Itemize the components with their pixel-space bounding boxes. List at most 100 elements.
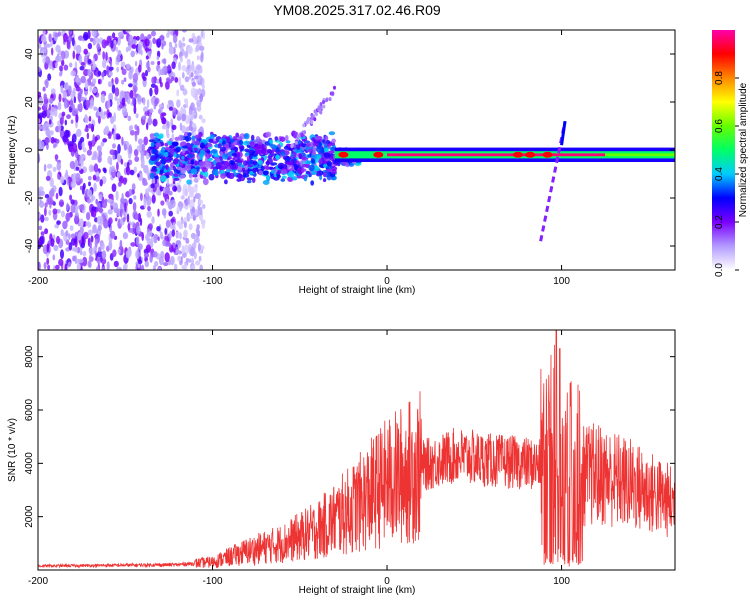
spectrogram-noise-cell — [131, 44, 137, 49]
spectrogram-noise-cell — [63, 32, 68, 43]
spectrogram-noise-cell — [156, 38, 162, 48]
spectrogram-noise-cell — [122, 264, 127, 270]
spectrogram-band-cell — [294, 140, 298, 145]
spectrogram-noise-cell — [121, 192, 124, 203]
spectrogram-band-cell — [296, 174, 302, 179]
spectrogram-noise-cell — [41, 141, 45, 150]
spectrogram-noise-cell — [119, 239, 123, 250]
spectrogram-noise-cell — [154, 98, 158, 107]
spectrogram-noise-cell — [48, 33, 52, 42]
spectrogram-noise-cell — [88, 181, 91, 187]
spectrogram-noise-cell — [184, 50, 188, 59]
spectrogram-noise-cell — [50, 136, 55, 144]
spectrogram-band-cell — [275, 155, 280, 160]
spectrogram-line-core — [387, 153, 606, 157]
spectrogram-noise-cell — [107, 112, 112, 118]
spectrogram-noise-cell — [103, 111, 107, 116]
spectrogram-noise-cell — [68, 85, 72, 95]
spectrogram-noise-cell — [105, 51, 108, 61]
spectrogram-noise-cell — [195, 44, 200, 52]
spectrogram-noise-cell — [157, 191, 162, 196]
spectrogram-noise-cell — [191, 122, 197, 128]
spectrogram-noise-cell — [97, 115, 101, 124]
spectrogram-noise-cell — [55, 192, 59, 200]
spectrogram-band-cell — [169, 170, 174, 176]
spectrogram-noise-cell — [194, 185, 198, 194]
spectrogram-band-cell — [280, 151, 286, 157]
spectrogram-noise-cell — [115, 217, 118, 222]
spectrogram-noise-cell — [128, 197, 133, 205]
spectrogram-noise-cell — [150, 83, 156, 88]
spectrogram-noise-cell — [84, 80, 89, 91]
spectrogram-band-cell — [261, 144, 267, 151]
spectrogram-noise-cell — [140, 192, 143, 201]
spectrogram-noise-cell — [54, 224, 59, 229]
spectrogram-noise-cell — [133, 195, 137, 200]
spectrogram-band-cell — [211, 149, 218, 154]
spectrogram-noise-cell — [120, 61, 126, 68]
colorbar-tick-label: 0.6 — [714, 119, 725, 133]
spectrogram-noise-cell — [176, 116, 182, 121]
spectrogram-noise-cell — [149, 108, 154, 113]
spectrogram-band-cell — [323, 172, 327, 177]
spectrogram-noise-cell — [57, 31, 62, 37]
spectrogram-noise-cell — [109, 60, 113, 67]
spectrogram-noise-cell — [151, 30, 156, 37]
spectrogram-band-cell — [263, 170, 269, 176]
spectrogram-noise-cell — [124, 202, 127, 212]
spectrogram-noise-cell — [95, 37, 101, 44]
spectrogram-noise-cell — [198, 255, 202, 262]
spectrogram-noise-cell — [55, 61, 58, 69]
spectrogram-noise-cell — [96, 202, 101, 210]
spectrogram-noise-cell — [129, 89, 134, 99]
spectrogram-noise-cell — [196, 192, 201, 200]
spectrogram-noise-cell — [201, 204, 206, 209]
spectrogram-noise-cell — [102, 138, 108, 143]
spectrogram-noise-cell — [125, 191, 130, 198]
spectrogram-noise-cell — [197, 205, 200, 212]
spectrogram-noise-cell — [126, 63, 131, 70]
spectrogram-noise-cell — [110, 205, 114, 210]
spectrogram-noise-cell — [148, 113, 152, 119]
spectrogram-noise-cell — [174, 77, 179, 83]
spectrogram-noise-cell — [141, 158, 145, 167]
spectrogram-noise-cell — [112, 143, 116, 149]
spectrogram-noise-cell — [101, 250, 107, 260]
spectrogram-noise-cell — [175, 240, 181, 245]
spectrogram-y-tick-label: 0 — [24, 147, 35, 153]
spectrogram-noise-cell — [132, 222, 137, 229]
spectrogram-band-cell — [310, 180, 315, 186]
spectrogram-band-cell — [270, 162, 278, 166]
spectrogram-noise-cell — [184, 76, 190, 83]
spectrogram-noise-cell — [148, 231, 153, 237]
spectrogram-noise-cell — [179, 205, 182, 212]
spectrogram-noise-cell — [137, 44, 142, 55]
spectrogram-band-cell — [325, 98, 329, 103]
spectrogram-band-cell — [255, 144, 263, 150]
spectrogram-noise-cell — [97, 224, 102, 232]
spectrogram-noise-cell — [59, 71, 63, 77]
spectrogram-noise-cell — [184, 204, 189, 210]
colorbar-gradient — [712, 30, 735, 270]
spectrogram-noise-cell — [178, 61, 181, 71]
spectrogram-band-cell — [173, 157, 179, 165]
spectrogram-noise-cell — [79, 218, 84, 228]
spectrogram-noise-cell — [160, 200, 165, 206]
spectrogram-noise-cell — [111, 165, 115, 173]
spectrogram-noise-cell — [88, 123, 92, 129]
spectrogram-noise-cell — [166, 178, 170, 187]
spectrogram-noise-cell — [116, 161, 119, 172]
spectrogram-noise-cell — [43, 262, 47, 270]
spectrogram-noise-cell — [75, 77, 80, 83]
spectrogram-band-cell — [262, 180, 270, 185]
spectrogram-noise-cell — [139, 218, 143, 226]
spectrogram-band-cell — [311, 150, 317, 156]
spectrogram-noise-cell — [67, 261, 72, 268]
spectrogram-band-cell — [329, 91, 333, 96]
spectrogram-noise-cell — [151, 76, 156, 85]
spectrogram-noise-cell — [63, 64, 69, 71]
spectrogram-band-cell — [313, 139, 321, 144]
spectrogram-band-cell — [305, 143, 311, 148]
spectrogram-band-cell — [301, 167, 305, 174]
spectrogram-noise-cell — [86, 211, 91, 221]
